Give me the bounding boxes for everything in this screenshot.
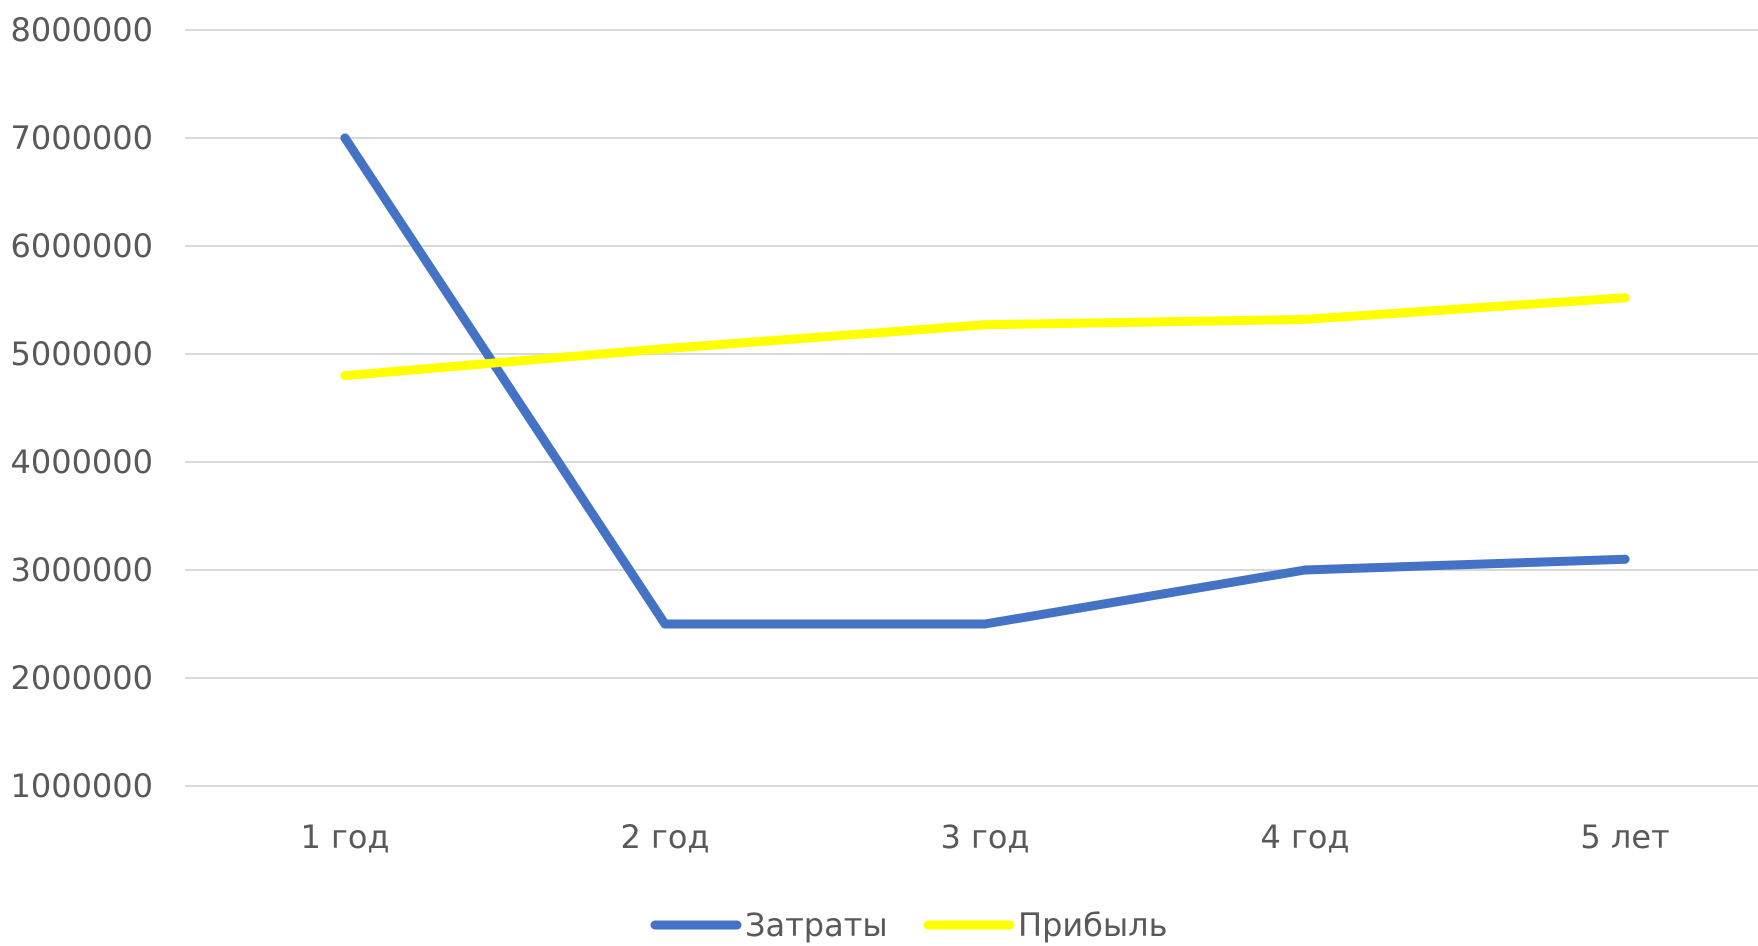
x-tick-label: 1 год — [300, 818, 389, 856]
y-tick-label: 2000000 — [10, 659, 153, 697]
y-axis-tick-labels: 1000000 2000000 3000000 4000000 5000000 60000… — [10, 11, 153, 805]
data-point — [660, 619, 670, 629]
legend-label: Затраты — [745, 906, 888, 944]
gridlines — [185, 29, 1758, 787]
x-tick-label: 3 год — [940, 818, 1029, 856]
data-point — [1620, 554, 1630, 564]
data-point — [980, 619, 990, 629]
data-point — [980, 320, 990, 330]
x-axis-tick-labels: 1 год 2 год 3 год 4 год 5 лет — [300, 818, 1669, 856]
data-point — [340, 371, 350, 381]
y-tick-label: 4000000 — [10, 443, 153, 481]
legend: Затраты Прибыль — [650, 906, 1167, 944]
y-tick-label: 1000000 — [10, 767, 153, 805]
y-tick-label: 5000000 — [10, 335, 153, 373]
x-tick-label: 4 год — [1260, 818, 1349, 856]
y-tick-label: 6000000 — [10, 227, 153, 265]
data-point — [340, 133, 350, 143]
x-tick-label: 2 год — [620, 818, 709, 856]
data-point — [1300, 565, 1310, 575]
y-tick-label: 3000000 — [10, 551, 153, 589]
legend-label: Прибыль — [1018, 906, 1167, 944]
data-point — [1620, 293, 1630, 303]
data-point — [1300, 314, 1310, 324]
x-tick-label: 5 лет — [1580, 818, 1669, 856]
series-lines — [340, 133, 1630, 629]
data-point — [660, 344, 670, 354]
y-tick-label: 7000000 — [10, 119, 153, 157]
series-line-2 — [340, 293, 1630, 381]
y-tick-label: 8000000 — [10, 11, 153, 49]
series-line-1 — [340, 133, 1630, 629]
